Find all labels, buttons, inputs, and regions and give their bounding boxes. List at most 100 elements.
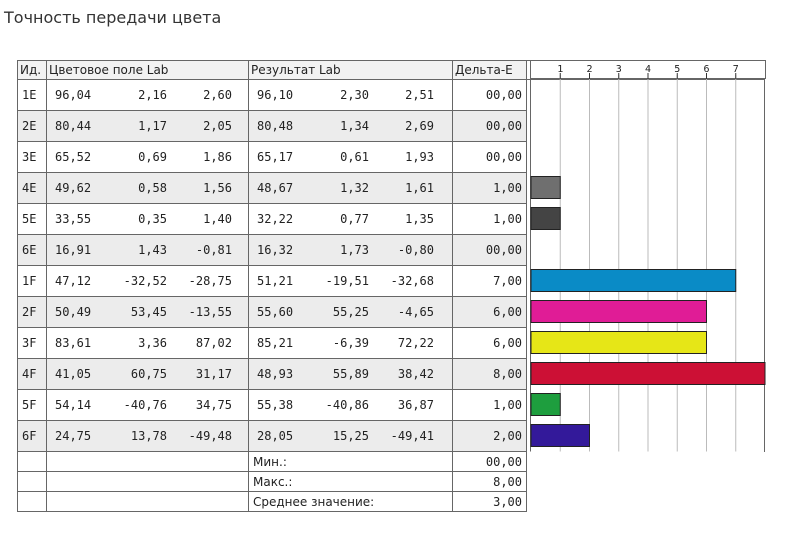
row-id: 1E [17,79,47,111]
bar-3F [530,331,707,354]
color-field-values: 41,05 60,75 31,17 [46,358,249,390]
field-a: 60,75 [130,367,167,381]
summary-blank [17,451,47,472]
header-result: Результат Lab [248,60,453,80]
field-l: 83,61 [55,336,92,350]
result-values: 96,10 2,30 2,51 [248,79,453,111]
chart-cell [526,79,765,111]
color-accuracy-table: Ид. Цветовое поле Lab Результат Lab Дель… [17,60,765,512]
delta-e-value: 00,00 [452,234,527,266]
result-l: 65,17 [257,150,294,164]
result-a: 0,61 [340,150,369,164]
result-l: 32,22 [257,212,294,226]
delta-e-value: 7,00 [452,265,527,297]
summary-blank [17,471,47,492]
summary-empty [527,492,765,512]
result-b: 36,87 [397,398,434,412]
summary-label: Макс.: [248,471,453,492]
field-l: 49,62 [55,181,92,195]
bar-1F [530,269,737,292]
field-l: 33,55 [55,212,92,226]
result-values: 55,60 55,25 -4,65 [248,296,453,328]
result-b: 72,22 [397,336,434,350]
row-id: 4F [17,358,47,390]
result-a: 1,73 [340,243,369,257]
field-a: 3,36 [138,336,167,350]
delta-e-value: 8,00 [452,358,527,390]
result-l: 55,38 [257,398,294,412]
summary-label: Среднее значение: [248,491,453,512]
result-a: -6,39 [332,336,369,350]
delta-e-value: 00,00 [452,79,527,111]
page-title: Точность передачи цвета [4,8,222,27]
result-b: 2,51 [405,88,434,102]
field-b: -49,48 [188,429,232,443]
result-l: 48,67 [257,181,294,195]
field-b: 1,56 [203,181,232,195]
chart-cell [526,234,765,266]
field-b: 34,75 [195,398,232,412]
field-l: 24,75 [55,429,92,443]
x-tick-label: 7 [733,64,739,75]
table-row: 6E 16,91 1,43 -0,81 16,32 1,73 -0,80 00,00 [17,234,765,266]
bar-4F [530,362,766,385]
summary-value: 00,00 [452,451,527,472]
result-l: 80,48 [257,119,294,133]
result-a: 55,89 [332,367,369,381]
table-row: 3F 83,61 3,36 87,02 85,21 -6,39 72,22 6,00 [17,327,765,359]
delta-e-value: 1,00 [452,389,527,421]
result-values: 32,22 0,77 1,35 [248,203,453,235]
delta-e-bar-chart: 1 2 3 4 5 6 7 [530,60,766,452]
result-values: 28,05 15,25 -49,41 [248,420,453,452]
field-l: 41,05 [55,367,92,381]
result-l: 51,21 [257,274,294,288]
row-id: 3F [17,327,47,359]
result-values: 48,93 55,89 38,42 [248,358,453,390]
field-b: 2,60 [203,88,232,102]
result-a: 55,25 [332,305,369,319]
field-a: 0,35 [138,212,167,226]
header-delta-e: Дельта-E [452,60,527,80]
row-id: 2E [17,110,47,142]
bar-5E [530,207,561,230]
field-a: 13,78 [130,429,167,443]
chart-cell [526,110,765,142]
header-color-field: Цветовое поле Lab [46,60,249,80]
result-b: -49,41 [390,429,434,443]
x-tick-label: 2 [586,64,592,75]
field-b: -13,55 [188,305,232,319]
row-id: 2F [17,296,47,328]
field-l: 80,44 [55,119,92,133]
delta-e-value: 6,00 [452,327,527,359]
row-id: 5E [17,203,47,235]
field-a: -40,76 [123,398,167,412]
summary-value: 3,00 [452,491,527,512]
table-row: 5E 33,55 0,35 1,40 32,22 0,77 1,35 1,00 [17,203,765,235]
bar-2F [530,300,707,323]
result-a: -19,51 [325,274,369,288]
color-field-values: 65,52 0,69 1,86 [46,141,249,173]
result-a: 0,77 [340,212,369,226]
field-b: 2,05 [203,119,232,133]
color-field-values: 96,04 2,16 2,60 [46,79,249,111]
chart-cell [526,141,765,173]
delta-e-value: 6,00 [452,296,527,328]
field-l: 47,12 [55,274,92,288]
row-id: 3E [17,141,47,173]
row-id: 1F [17,265,47,297]
result-b: 1,93 [405,150,434,164]
field-a: 1,17 [138,119,167,133]
field-l: 16,91 [55,243,92,257]
field-a: 1,43 [138,243,167,257]
result-l: 48,93 [257,367,294,381]
table-row: 5F 54,14 -40,76 34,75 55,38 -40,86 36,87 1,00 [17,389,765,421]
result-a: 1,32 [340,181,369,195]
color-field-values: 54,14 -40,76 34,75 [46,389,249,421]
field-a: 53,45 [130,305,167,319]
color-field-values: 83,61 3,36 87,02 [46,327,249,359]
x-tick-label: 1 [557,64,563,75]
chart-cell [526,172,765,204]
field-l: 50,49 [55,305,92,319]
summary-blank [46,471,249,492]
field-b: 87,02 [195,336,232,350]
